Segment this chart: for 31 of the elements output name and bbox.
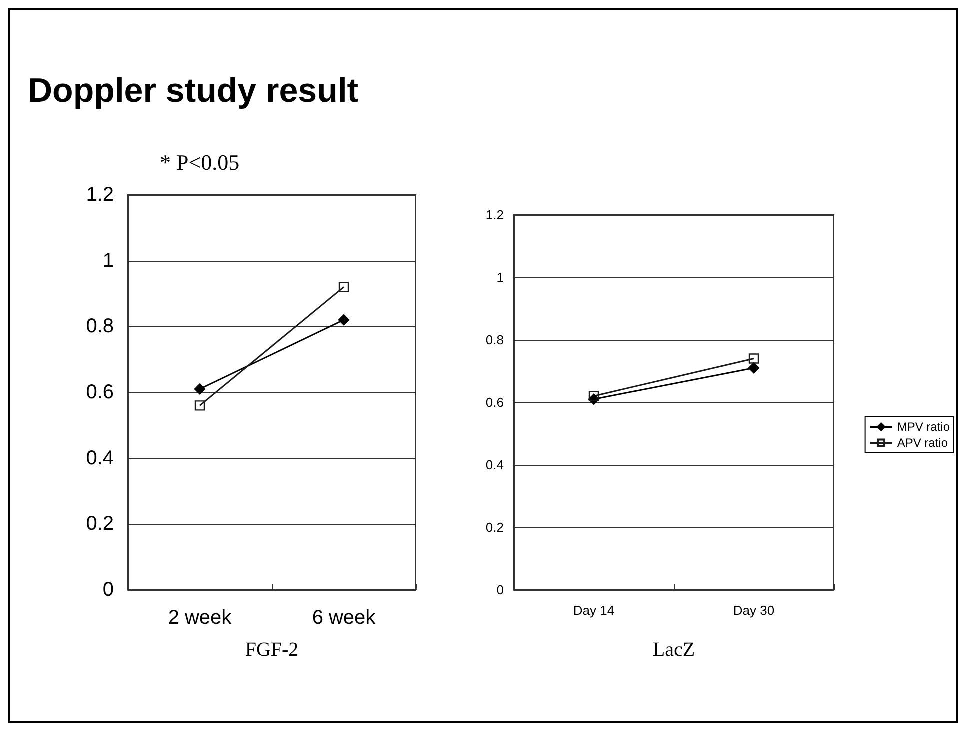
y-tick-label: 0.6 — [486, 395, 504, 410]
y-tick-label: 1.2 — [486, 208, 504, 222]
y-tick-label: 0.6 — [86, 382, 114, 404]
point — [194, 384, 206, 395]
y-tick-label: 1 — [102, 250, 114, 272]
y-tick-label: 0.4 — [486, 458, 504, 472]
chart-title: Doppler study result — [28, 72, 359, 111]
point — [194, 400, 206, 411]
y-tick-label: 0.8 — [86, 316, 114, 338]
y-tick-label: 0 — [496, 582, 504, 598]
legend-label: APV ratio — [897, 436, 948, 450]
y-tick-label: 0 — [102, 579, 114, 601]
y-tick-label: 0.2 — [486, 520, 504, 535]
y-tick-label: 1 — [496, 270, 504, 285]
y-tick-label: 0.4 — [86, 447, 114, 470]
point — [748, 362, 760, 374]
x-tick-label: 6 week — [312, 607, 377, 629]
point — [588, 391, 600, 402]
legend-label: MPV ratio — [897, 420, 950, 434]
y-tick-label: 0.8 — [486, 332, 504, 348]
x-axis-title: FGF-2 — [245, 639, 299, 661]
y-tick-label: 0.2 — [86, 513, 114, 536]
y-tick-label: 1.2 — [86, 184, 114, 206]
point — [748, 354, 760, 364]
text: * P<0.05 — [160, 150, 240, 176]
point — [338, 314, 350, 326]
x-axis-title: LacZ — [652, 639, 696, 661]
x-tick-label: 2 week — [168, 607, 233, 629]
point — [338, 282, 350, 292]
x-tick-label: Day 14 — [573, 603, 615, 618]
x-tick-label: Day 30 — [733, 603, 775, 618]
